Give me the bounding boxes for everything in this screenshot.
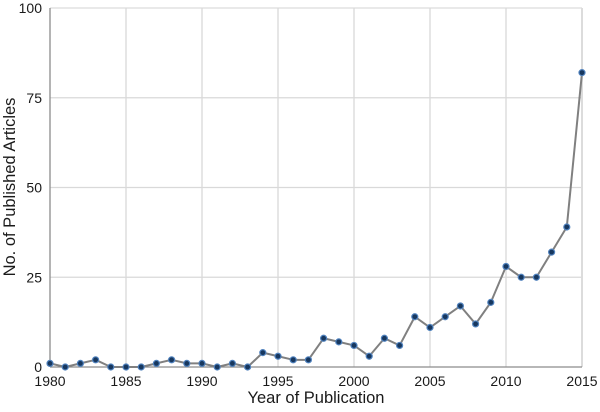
x-axis-title: Year of Publication: [248, 389, 385, 407]
data-point-1990: [198, 359, 206, 368]
y-axis-title: No. of Published Articles: [1, 98, 19, 277]
y-tick-label-0: 0: [34, 359, 42, 375]
data-point-1996: [289, 356, 297, 364]
data-series: [46, 69, 586, 371]
data-point-2011: [517, 273, 525, 281]
x-tick-label-1985: 1985: [110, 373, 141, 389]
data-point-2015: [578, 69, 586, 77]
data-point-1992: [228, 359, 236, 368]
data-point-1988: [168, 356, 176, 364]
data-point-2012: [532, 273, 541, 281]
series-line: [49, 71, 583, 368]
data-point-1983: [91, 356, 100, 364]
data-point-1999: [335, 338, 343, 346]
x-tick-label-1980: 1980: [34, 373, 65, 389]
data-point-2010: [502, 262, 510, 271]
data-point-1995: [274, 352, 282, 360]
y-tick-label-50: 50: [26, 180, 42, 196]
data-point-1981: [61, 363, 69, 371]
data-point-1998: [320, 334, 328, 342]
data-point-1993: [244, 363, 252, 371]
data-point-2007: [456, 302, 464, 310]
x-tick-label-2015: 2015: [566, 373, 597, 389]
data-point-2014: [563, 223, 571, 231]
data-point-2005: [426, 323, 434, 332]
data-point-2004: [411, 313, 419, 321]
data-point-1982: [76, 359, 85, 368]
data-point-1986: [137, 363, 145, 371]
gridlines: [50, 7, 583, 367]
data-point-1984: [107, 363, 115, 371]
x-tick-label-2000: 2000: [338, 373, 369, 389]
data-point-2002: [380, 334, 388, 342]
data-point-2000: [350, 341, 358, 350]
tick-labels: 0 25 50 75 100 1980 1985 1990 1995 2000 2005 2010 20…: [19, 0, 598, 389]
x-tick-label-1995: 1995: [262, 373, 293, 389]
data-point-2003: [396, 341, 404, 350]
y-tick-label-25: 25: [26, 269, 42, 285]
data-point-1987: [152, 359, 160, 368]
y-tick-label-100: 100: [19, 0, 43, 16]
data-point-1991: [213, 363, 221, 371]
y-tick-label-75: 75: [26, 90, 42, 106]
data-point-1980: [46, 359, 54, 368]
x-tick-label-2005: 2005: [414, 373, 445, 389]
data-point-2008: [472, 320, 480, 328]
data-point-2013: [547, 248, 556, 256]
data-point-1997: [304, 356, 312, 364]
data-point-2009: [487, 298, 495, 306]
x-tick-label-2010: 2010: [490, 373, 521, 389]
data-point-1985: [122, 363, 130, 371]
data-point-1994: [259, 349, 267, 357]
data-point-2001: [365, 352, 373, 360]
data-point-1989: [183, 359, 191, 368]
x-tick-label-1990: 1990: [186, 373, 217, 389]
data-point-2006: [441, 313, 449, 321]
